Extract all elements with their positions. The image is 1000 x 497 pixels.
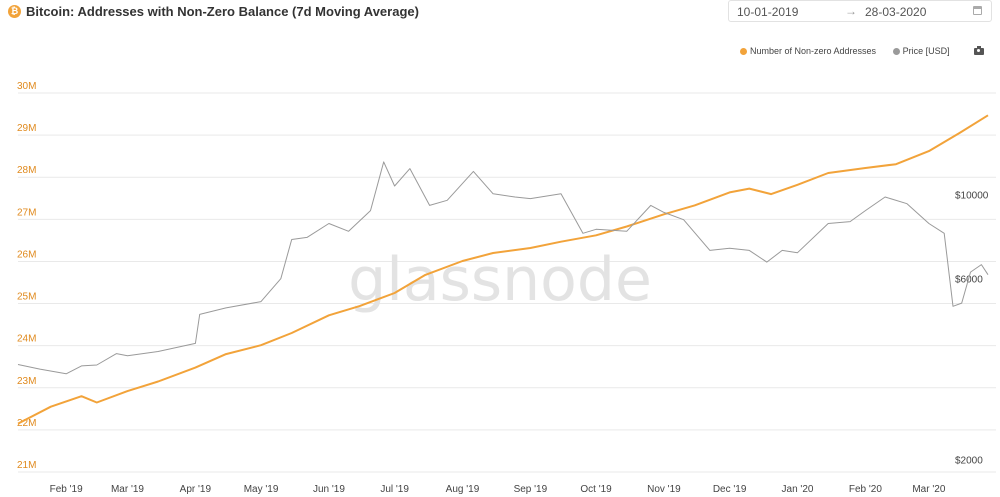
x-axis: Feb '19 Mar '19 Apr '19 May '19 Jun '19 Jul '… (50, 484, 946, 495)
x-tick-label: Mar '19 (111, 484, 144, 495)
chart-header: ₿ Bitcoin: Addresses with Non-Zero Balan… (0, 0, 1000, 26)
y-right-tick-label: $6000 (955, 275, 983, 286)
y-left-tick-label: 24M (17, 334, 36, 345)
y-right-tick-label: $2000 (955, 456, 983, 467)
chart-title: Bitcoin: Addresses with Non-Zero Balance… (26, 4, 419, 19)
y-left-tick-label: 29M (17, 123, 36, 134)
bitcoin-icon: ₿ (8, 5, 21, 18)
x-tick-label: Jul '19 (380, 484, 409, 495)
x-tick-label: Jun '19 (313, 484, 345, 495)
x-tick-label: Jan '20 (782, 484, 814, 495)
legend-swatch-addresses (740, 47, 747, 55)
x-tick-label: May '19 (244, 484, 279, 495)
legend-swatch-price (892, 47, 900, 55)
y-left-tick-label: 25M (17, 292, 36, 303)
addresses-series-line (17, 114, 989, 425)
y-left-tick-label: 23M (17, 376, 36, 387)
legend-label-addresses: Number of Non-zero Addresses (750, 46, 877, 56)
arrow-right-icon: → (845, 4, 857, 18)
x-tick-label: Nov '19 (647, 484, 681, 495)
x-tick-label: Sep '19 (514, 484, 548, 495)
price-series-line (17, 161, 989, 375)
y-axis-left: 21M 22M 23M 24M 25M 26M 27M 28M 29M 30M (17, 81, 36, 471)
legend-item-addresses[interactable]: Number of Non-zero Addresses (740, 46, 876, 56)
x-tick-label: Mar '20 (912, 484, 945, 495)
x-tick-label: Oct '19 (580, 484, 612, 495)
x-tick-label: Aug '19 (446, 484, 480, 495)
y-axis-right: $2000 $6000 $10000 (955, 191, 989, 467)
y-left-tick-label: 28M (17, 165, 36, 176)
y-left-tick-label: 30M (17, 81, 36, 92)
date-start-field[interactable]: 10-01-2019 (737, 5, 799, 19)
y-left-tick-label: 22M (17, 418, 36, 429)
legend-item-price[interactable]: Price [USD] (892, 46, 950, 56)
x-tick-label: Feb '19 (50, 484, 83, 495)
camera-icon[interactable] (974, 46, 984, 55)
chart-grid (18, 92, 996, 473)
x-tick-label: Dec '19 (713, 484, 747, 495)
legend-label-price: Price [USD] (902, 46, 950, 56)
x-tick-label: Feb '20 (849, 484, 882, 495)
date-end-field[interactable]: 28-03-2020 (865, 5, 927, 19)
calendar-icon[interactable] (973, 6, 982, 15)
y-left-tick-label: 21M (17, 460, 36, 471)
chart-legend: Number of Non-zero Addresses Price [USD] (740, 46, 964, 60)
y-left-tick-label: 26M (17, 249, 36, 260)
chart-lines (17, 114, 989, 425)
y-right-tick-label: $10000 (955, 191, 989, 202)
y-left-tick-label: 27M (17, 207, 36, 218)
watermark: glassnode (348, 245, 652, 315)
date-range-picker[interactable]: 10-01-2019 → 28-03-2020 (728, 0, 992, 22)
x-tick-label: Apr '19 (180, 484, 212, 495)
